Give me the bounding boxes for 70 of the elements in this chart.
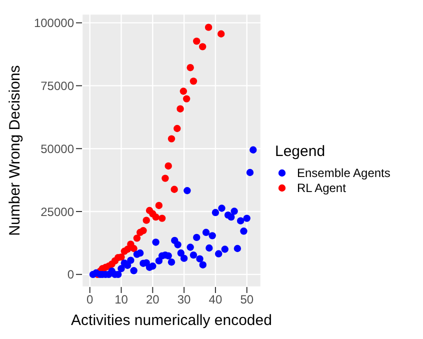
point (221, 246, 228, 253)
point (234, 244, 242, 252)
point (162, 174, 169, 182)
legend-label: RL Agent (297, 181, 346, 195)
point (130, 244, 138, 252)
point (212, 208, 220, 216)
point (204, 24, 212, 31)
legend-label: Ensemble Agents (297, 166, 390, 180)
point (152, 213, 160, 221)
point (196, 255, 204, 262)
point (155, 202, 163, 210)
point (206, 244, 213, 252)
point (218, 30, 225, 38)
point (149, 262, 156, 270)
point (250, 146, 257, 154)
point (180, 88, 188, 95)
point (202, 228, 210, 236)
point (158, 214, 166, 222)
point (193, 38, 200, 45)
point (155, 257, 163, 264)
point (186, 244, 194, 251)
x-tick-label: 30 (177, 292, 192, 307)
legend-title: Legend (275, 143, 326, 160)
point (236, 217, 244, 224)
point (142, 216, 150, 224)
point (186, 64, 194, 72)
point (193, 234, 200, 242)
point (127, 256, 134, 264)
point (133, 234, 141, 242)
point (228, 213, 235, 221)
point (180, 254, 188, 262)
point (168, 135, 176, 142)
x-tick-label: 10 (114, 292, 128, 307)
point (198, 43, 206, 50)
point (174, 241, 182, 248)
point (240, 228, 248, 235)
point (136, 249, 144, 257)
point (130, 267, 138, 274)
point (218, 204, 226, 212)
point (152, 238, 160, 246)
point (190, 78, 198, 85)
y-tick-label: 0 (67, 268, 74, 282)
point (118, 253, 125, 261)
y-tick-label: 25000 (40, 204, 74, 219)
point (174, 124, 181, 132)
point (246, 168, 254, 176)
x-tick-label: 0 (86, 292, 94, 307)
y-tick-label: 75000 (40, 78, 74, 93)
x-tick-label: 50 (240, 292, 254, 307)
point (230, 208, 238, 215)
point (170, 186, 178, 193)
point (168, 258, 176, 266)
point (208, 232, 216, 240)
y-axis-title: Number Wrong Decisions (6, 65, 24, 236)
x-tick-label: 40 (208, 292, 222, 307)
point (243, 214, 250, 222)
y-tick-label: 50000 (40, 142, 74, 156)
point (164, 162, 172, 170)
point (118, 265, 125, 272)
point (184, 187, 191, 194)
x-tick-label: 20 (146, 292, 160, 307)
point (177, 249, 185, 257)
point (215, 250, 222, 258)
point (199, 261, 207, 268)
point (140, 227, 147, 234)
point (182, 95, 190, 102)
point (190, 251, 198, 259)
point (176, 105, 184, 112)
x-axis-title: Activities numerically encoded (71, 312, 272, 329)
y-tick-label: 100000 (34, 16, 74, 30)
